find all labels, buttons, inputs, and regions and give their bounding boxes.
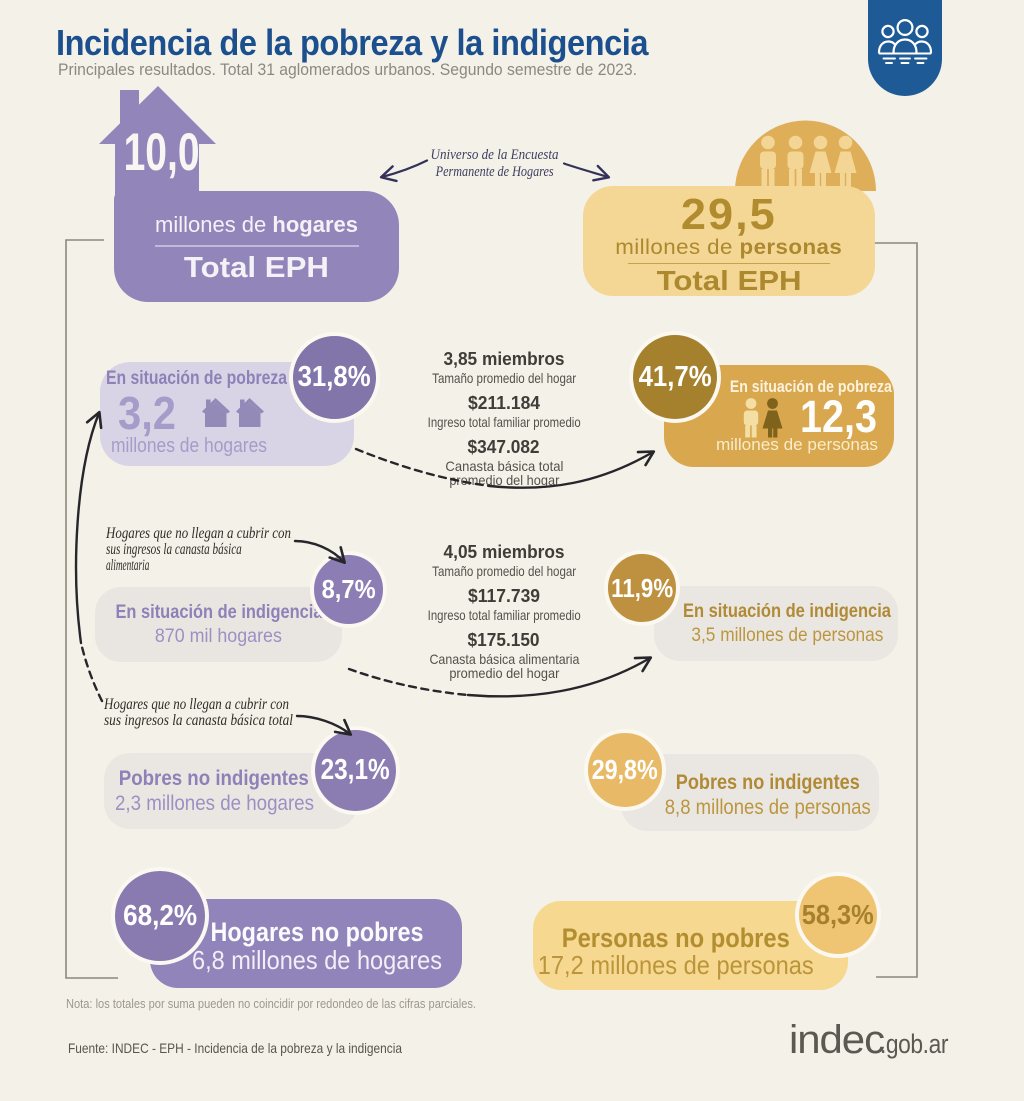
- indigencia-stats: 4,05 miembros Tamaño promedio del hogar …: [401, 542, 607, 681]
- stat-value: $211.184: [468, 393, 540, 413]
- personas-total-eph: Total EPH: [656, 265, 802, 296]
- pobreza-personas-title: En situación de pobreza: [729, 378, 892, 396]
- stat-value: $117.739: [468, 586, 540, 606]
- indec-badge: [868, 0, 942, 96]
- pobreza-personas-unit: millones de personas: [715, 436, 878, 454]
- source-text: Fuente: INDEC - EPH - Incidencia de la p…: [68, 1040, 402, 1056]
- indigencia-annotation: Hogares que no llegan a cubrir con sus i…: [106, 525, 291, 574]
- pni-hogares-title: Pobres no indigentes: [119, 766, 309, 790]
- page-title: Incidencia de la pobreza y la indigencia: [56, 22, 648, 63]
- pni-personas-title: Pobres no indigentes: [676, 771, 860, 794]
- pobreza-hogares-value: 3,2: [118, 387, 176, 439]
- hogares-total-value: 10,0: [123, 123, 200, 182]
- indigencia-personas-box: En situación de indigencia 3,5 millones …: [654, 586, 898, 661]
- stat-label: Canasta básica alimentaria: [429, 651, 579, 667]
- universo-annotation: Universo de la Encuesta Permanente de Ho…: [431, 147, 559, 180]
- stat-label: promedio del hogar: [448, 665, 559, 681]
- man-woman-icon: [743, 398, 783, 438]
- houses-icon: [202, 398, 264, 427]
- logo-suffix: .gob.ar: [879, 1029, 948, 1059]
- personas-total-unit: millones de personas: [615, 236, 843, 259]
- pni-personas-pct-circle: 29,8%: [584, 729, 666, 811]
- no-pobres-hogares-title: Hogares no pobres: [210, 917, 424, 947]
- stat-label: Ingreso total familiar promedio: [427, 607, 581, 623]
- house-icon: [99, 86, 216, 198]
- hogares-total-eph: Total EPH: [184, 251, 329, 284]
- stat-label: Ingreso total familiar promedio: [427, 414, 581, 430]
- stat-value: 3,85 miembros: [443, 349, 565, 369]
- logo-text: indec: [789, 1018, 885, 1062]
- footnote: Nota: los totales por suma pueden no coi…: [66, 997, 476, 1011]
- indigencia-personas-value: 3,5 millones de personas: [690, 624, 883, 646]
- pni-hogares-pct-circle: 23,1%: [311, 726, 400, 815]
- people-group-icon: [877, 19, 933, 64]
- personas-total-box: 29,5 millones de personas Total EPH: [583, 186, 875, 296]
- pni-personas-value: 8,8 millones de personas: [665, 796, 872, 819]
- hogares-total-box: millones de hogares Total EPH: [114, 191, 399, 302]
- stat-value: $175.150: [467, 630, 540, 650]
- personas-total-value: 29,5: [680, 190, 777, 239]
- no-pobres-personas-box: Personas no pobres 17,2 millones de pers…: [533, 901, 848, 990]
- indigencia-personas-title: En situación de indigencia: [683, 600, 891, 622]
- people-arch-icon: [735, 120, 876, 191]
- pobreza-personas-pct-circle: 41,7%: [629, 331, 721, 423]
- divider: [628, 263, 830, 264]
- indigencia-hogares-box: En situación de indigencia 870 mil hogar…: [95, 587, 342, 662]
- no-pobres-hogares-value: 6,8 millones de hogares: [192, 945, 442, 975]
- pobreza-stats: 3,85 miembros Tamaño promedio del hogar …: [401, 349, 607, 488]
- pni-hogares-value: 2,3 millones de hogares: [114, 791, 314, 815]
- pobreza-hogares-unit: millones de hogares: [111, 435, 267, 457]
- stat-label: Tamaño promedio del hogar: [432, 563, 576, 579]
- page-subtitle: Principales resultados. Total 31 aglomer…: [58, 61, 637, 79]
- pobres-no-indigentes-annotation: Hogares que no llegan a cubrir con sus i…: [104, 696, 293, 729]
- stat-value: 4,05 miembros: [443, 542, 565, 562]
- stat-label: Canasta básica total: [444, 458, 563, 474]
- hogares-total-unit: millones de hogares: [154, 212, 358, 238]
- no-pobres-personas-value: 17,2 millones de personas: [537, 950, 814, 980]
- stat-value: $347.082: [467, 437, 540, 457]
- indigencia-hogares-pct-circle: 8,7%: [310, 551, 387, 628]
- indigencia-hogares-title: En situación de indigencia: [115, 601, 322, 623]
- indec-logo: indec .gob.ar: [789, 1018, 960, 1063]
- pobreza-hogares-pct-circle: 31,8%: [289, 332, 380, 423]
- indigencia-personas-pct-circle: 11,9%: [604, 550, 680, 626]
- stat-label: Tamaño promedio del hogar: [432, 370, 576, 386]
- indigencia-hogares-value: 870 mil hogares: [155, 625, 282, 647]
- no-pobres-personas-pct-circle: 58,3%: [795, 872, 881, 958]
- divider: [154, 245, 359, 247]
- no-pobres-hogares-pct-circle: 68,2%: [111, 867, 209, 965]
- pobreza-hogares-title: En situación de pobreza: [106, 368, 287, 389]
- pobreza-personas-value: 12,3: [800, 391, 877, 442]
- no-pobres-personas-title: Personas no pobres: [561, 923, 790, 953]
- stat-label: promedio del hogar: [448, 472, 559, 488]
